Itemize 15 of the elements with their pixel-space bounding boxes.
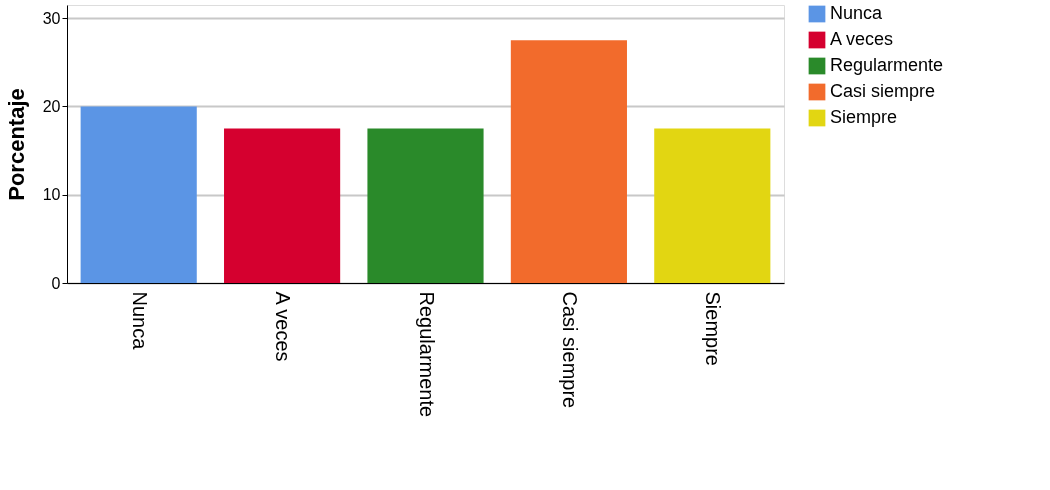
y-tick-label: 20 [42,97,61,115]
y-tick-label: 10 [42,186,61,204]
y-axis-title: Porcentaje [3,88,29,201]
y-tick-label: 30 [42,9,61,27]
legend-label: Regularmente [830,55,944,75]
x-tick-label: Casi siempre [558,291,581,409]
legend-label: Casi siempre [830,81,936,101]
y-tick-label: 0 [51,274,61,292]
x-tick-label: A veces [272,291,295,362]
legend-label: A veces [830,29,894,49]
x-tick-label: Regularmente [415,291,438,418]
legend-label: Siempre [830,107,898,127]
x-tick-label: Nunca [128,291,151,351]
legend-label: Nunca [830,3,884,23]
x-tick-label: Siempre [702,291,725,366]
